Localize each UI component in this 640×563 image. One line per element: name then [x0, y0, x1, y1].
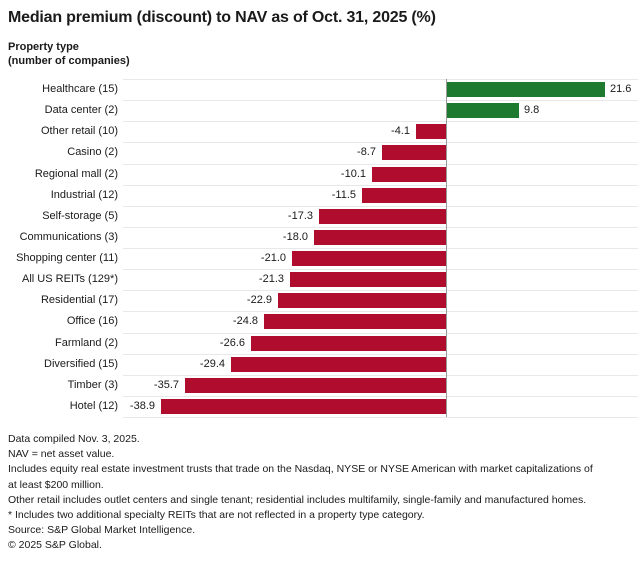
row-separator-gridline — [123, 354, 638, 355]
row-separator-gridline — [123, 290, 638, 291]
y-axis-title-line2: (number of companies) — [8, 55, 130, 67]
row-separator-gridline — [123, 227, 638, 228]
row-separator-gridline — [123, 333, 638, 334]
bar — [292, 251, 446, 266]
row-separator-gridline — [123, 164, 638, 165]
chart-title: Median premium (discount) to NAV as of O… — [8, 9, 436, 26]
bar-value-label: -24.8 — [232, 315, 258, 327]
footnotes: Data compiled Nov. 3, 2025. NAV = net ass… — [8, 432, 636, 554]
category-label: Self-storage (5) — [42, 210, 118, 222]
bar-value-label: 9.8 — [524, 104, 540, 116]
bar — [185, 378, 446, 393]
bar — [372, 167, 446, 182]
category-label: Casino (2) — [67, 146, 118, 158]
category-label: Industrial (12) — [50, 189, 118, 201]
bar-value-label: -4.1 — [391, 125, 410, 137]
category-label: Regional mall (2) — [34, 168, 118, 180]
footnote-line: Source: S&P Global Market Intelligence. — [8, 524, 196, 537]
category-label: All US REITs (129*) — [22, 273, 118, 285]
category-label: Office (16) — [66, 315, 118, 327]
category-label: Farmland (2) — [55, 337, 118, 349]
footnote-line: Data compiled Nov. 3, 2025. — [8, 433, 140, 445]
footnote-line: NAV = net asset value. — [8, 448, 115, 461]
bar — [362, 188, 446, 203]
bar-value-label: -21.0 — [260, 252, 286, 264]
row-separator-gridline — [123, 142, 638, 143]
bar-value-label: -18.0 — [282, 231, 308, 243]
row-separator-gridline — [123, 248, 638, 249]
bar-value-label: 21.6 — [610, 83, 632, 95]
bar-chart: Healthcare (15) Data center (2) Other reta… — [0, 79, 640, 418]
bar-value-label: -29.4 — [199, 358, 225, 370]
footnote-line: * Includes two additional specialty REIT… — [8, 509, 425, 522]
bar-value-label: -10.1 — [340, 168, 366, 180]
footnote-line: Other retail includes outlet centers and… — [8, 493, 587, 506]
row-separator-gridline — [123, 79, 638, 80]
bar-value-label: -35.7 — [153, 379, 179, 391]
row-separator-gridline — [123, 396, 638, 397]
bar — [447, 82, 605, 97]
category-label: Shopping center (11) — [16, 252, 118, 264]
category-label: Diversified (15) — [44, 358, 118, 370]
bar-value-label: -11.5 — [331, 189, 356, 201]
bar — [161, 399, 446, 414]
bar — [314, 230, 446, 245]
row-separator-gridline — [123, 206, 638, 207]
bar — [382, 145, 446, 160]
row-separator-gridline — [123, 417, 638, 418]
bar-value-label: -21.3 — [258, 273, 284, 285]
category-labels: Healthcare (15) Data center (2) Other reta… — [0, 79, 118, 417]
footnote-line: © 2025 S&P Global. — [8, 539, 102, 552]
bar — [264, 314, 446, 329]
bar-value-label: -26.6 — [219, 337, 245, 349]
bar-value-label: -38.9 — [129, 400, 155, 412]
zero-axis-line — [446, 79, 447, 417]
row-separator-gridline — [123, 375, 638, 376]
bar-value-label: -22.9 — [246, 294, 272, 306]
plot-area: 21.6 9.8 -4.1 -8.7 -10.1 -11.5 -17.3 -18.0 -21.0… — [123, 79, 638, 418]
category-label: Other retail (10) — [40, 125, 118, 137]
category-label: Residential (17) — [40, 294, 118, 306]
category-label: Timber (3) — [67, 379, 118, 391]
bar — [319, 209, 446, 224]
row-separator-gridline — [123, 269, 638, 270]
footnote-line: at least $200 million. — [8, 478, 104, 491]
y-axis-title-line1: Property type — [8, 41, 79, 53]
category-label: Communications (3) — [19, 231, 118, 243]
bar — [231, 357, 446, 372]
row-separator-gridline — [123, 121, 638, 122]
row-separator-gridline — [123, 185, 638, 186]
bar — [251, 336, 446, 351]
row-separator-gridline — [123, 311, 638, 312]
category-label: Healthcare (15) — [42, 83, 118, 95]
category-label: Hotel (12) — [69, 400, 118, 412]
y-axis-title: Property type (number of companies) — [8, 40, 308, 68]
category-label: Data center (2) — [44, 104, 118, 116]
bar-value-label: -17.3 — [287, 210, 313, 222]
bar — [290, 272, 446, 287]
bar-value-label: -8.7 — [357, 146, 376, 158]
bar — [416, 124, 446, 139]
footnote-line: Includes equity real estate investment t… — [8, 463, 593, 476]
bar — [447, 103, 519, 118]
bar — [278, 293, 446, 308]
row-separator-gridline — [123, 100, 638, 101]
